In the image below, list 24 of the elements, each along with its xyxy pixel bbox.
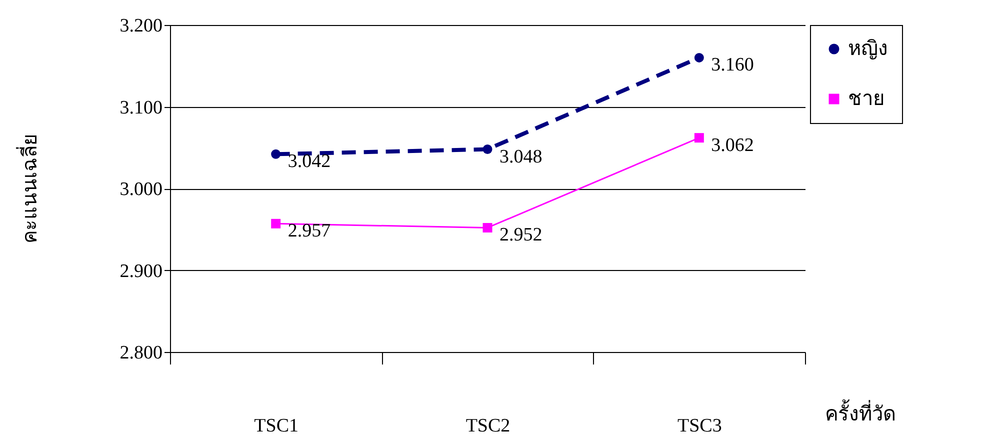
legend-label: ชาย (848, 88, 885, 110)
y-tick-label: 3.200 (120, 16, 162, 36)
point (271, 149, 281, 159)
data-label: 3.048 (500, 146, 542, 168)
data-label: 2.957 (288, 220, 331, 242)
point (482, 222, 492, 232)
data-label: 2.952 (500, 224, 542, 246)
point (271, 218, 281, 228)
x-tick-label: TSC3 (677, 416, 722, 436)
legend-label: หญิง (848, 38, 888, 60)
point (482, 144, 492, 154)
point (694, 52, 704, 62)
data-label: 3.062 (711, 134, 754, 156)
x-axis-title: ครั้งที่วัด (825, 400, 896, 426)
y-tick-label: 2.900 (120, 260, 162, 282)
point (694, 133, 704, 143)
data-label: 3.042 (288, 151, 331, 172)
x-tick-label: TSC1 (254, 416, 299, 436)
y-tick-label: 3.000 (120, 179, 162, 200)
x-tick-label: TSC2 (466, 416, 510, 436)
y-axis-title: คะแนนเฉลี่ย (16, 134, 42, 244)
y-tick-label: 3.100 (120, 97, 162, 118)
data-label: 3.160 (711, 54, 754, 76)
y-tick-label: 2.800 (120, 342, 162, 364)
